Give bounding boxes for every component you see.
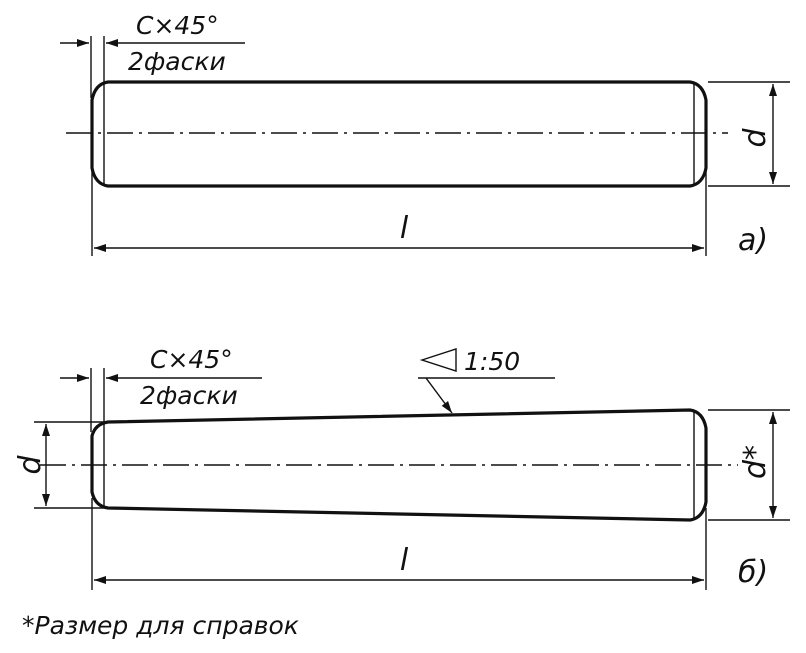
footnote: *Размер для справок [22,611,299,640]
pin-a-chamfer-label: C×45° [136,11,219,40]
pin-b-view-label: б) [738,555,768,590]
pin-b-taper-leader [425,377,453,414]
pin-a-length-label: l [400,211,409,246]
pin-a-diameter-label: d [738,128,773,148]
pin-a-chamfer-count: 2фаски [128,47,226,76]
pin-b-taper-label: 1:50 [464,347,520,376]
taper-symbol-icon [419,348,457,372]
pin-b-chamfer-label: C×45° [150,345,233,374]
pin-b-diameter-large-label: d* [738,445,773,479]
pin-a-outline [90,80,708,188]
pin-b-drawing: C×45° 2фаски 1:50 d d* l б) [13,345,790,590]
pin-b-chamfer-count: 2фаски [140,381,238,410]
pin-b-diameter-small-label: d [13,455,48,475]
pin-b-outline [90,408,708,522]
pin-a-view-label: а) [738,223,768,258]
pin-b-length-label: l [400,543,409,578]
pin-a-drawing: C×45° 2фаски d l а) [60,11,790,258]
